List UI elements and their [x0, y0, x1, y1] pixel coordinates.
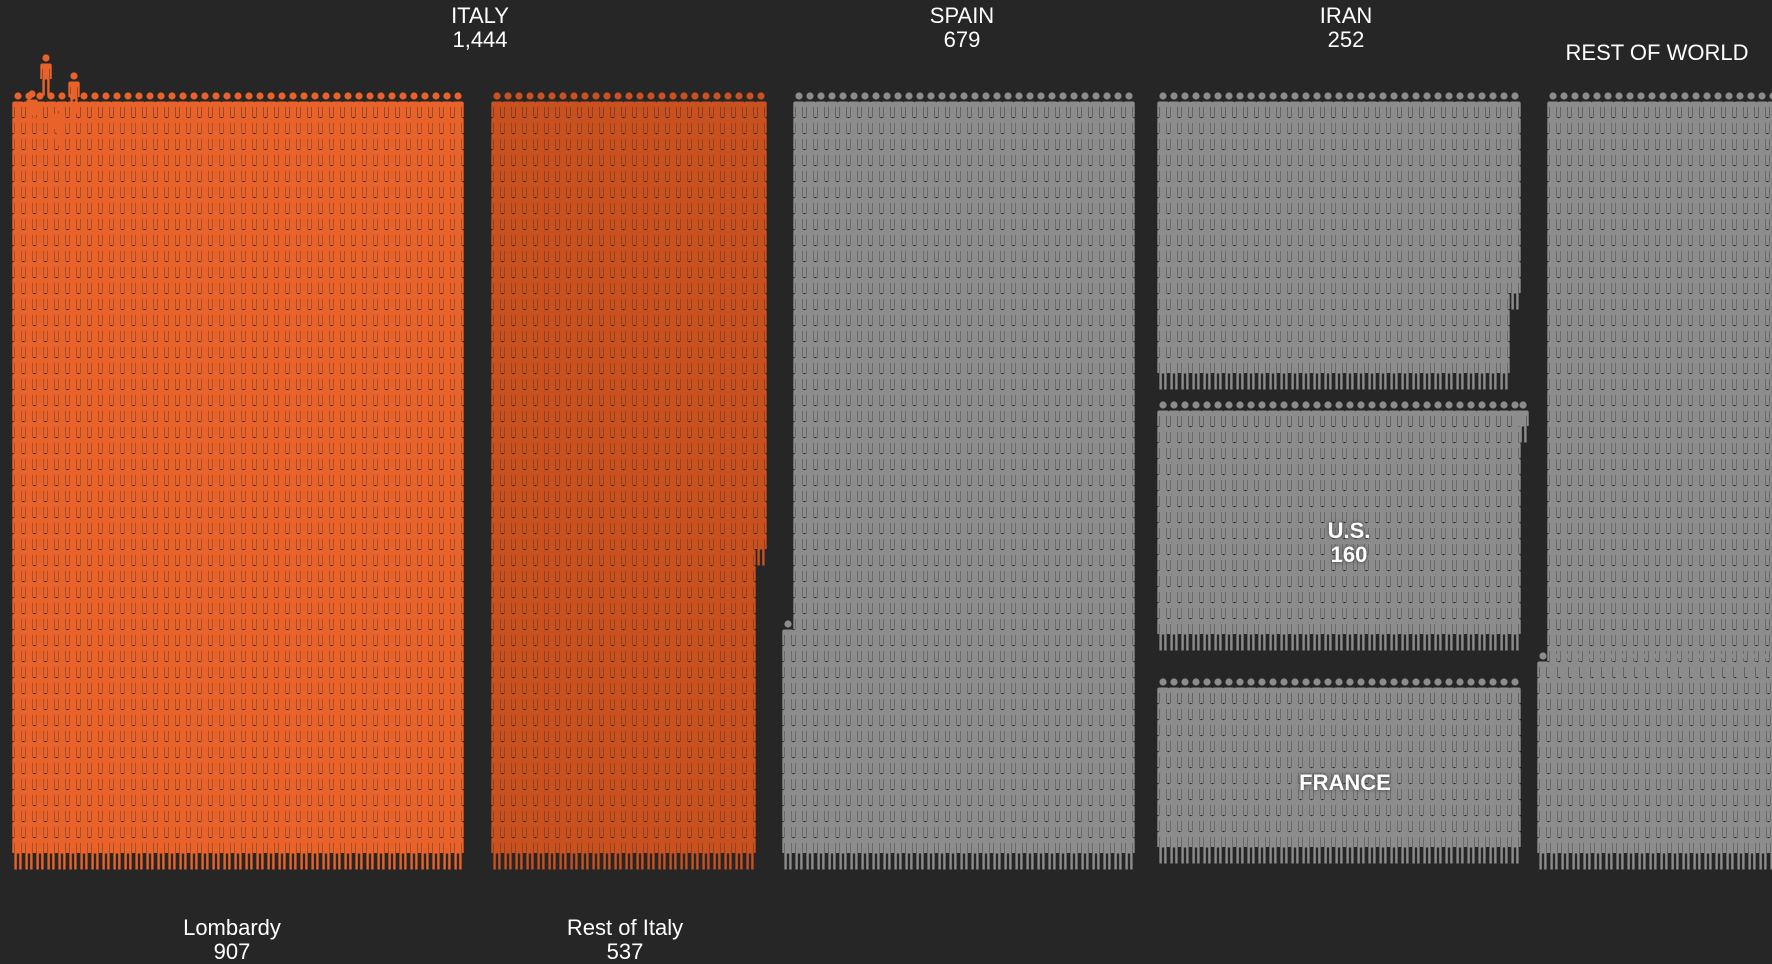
- pictogram-chart: [0, 0, 1772, 963]
